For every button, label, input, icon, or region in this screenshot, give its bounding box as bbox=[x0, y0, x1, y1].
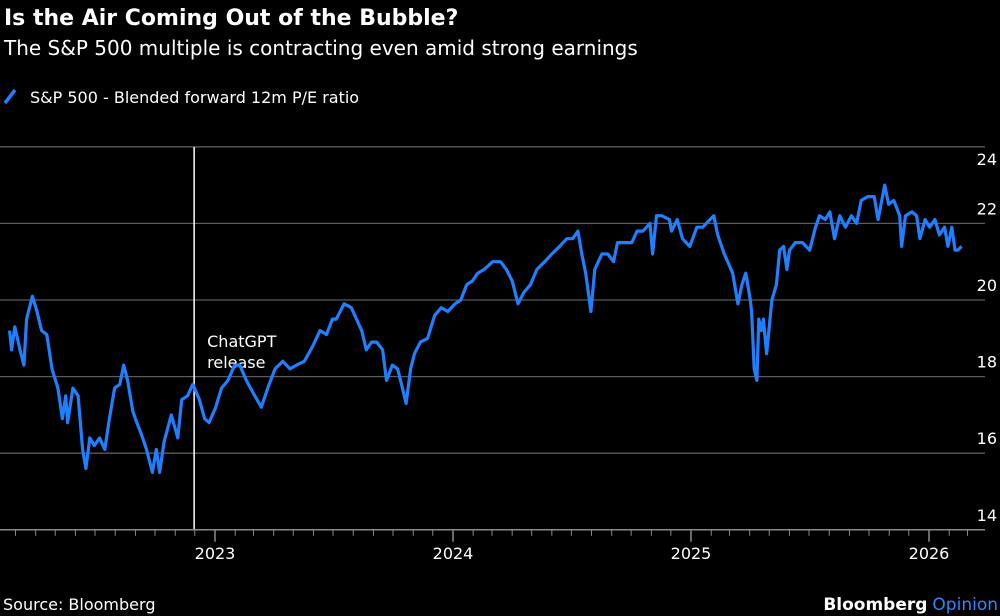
x-tick-label: 2024 bbox=[433, 544, 474, 563]
y-tick-label: 20 bbox=[977, 276, 997, 295]
legend-line-icon bbox=[3, 88, 17, 105]
annotation-label-line1: ChatGPT bbox=[207, 332, 276, 351]
chart-subtitle: The S&P 500 multiple is contracting even… bbox=[3, 36, 638, 60]
y-tick-label: 24 bbox=[977, 150, 997, 169]
legend: S&P 500 - Blended forward 12m P/E ratio bbox=[3, 88, 359, 107]
y-tick-label: 16 bbox=[977, 429, 997, 448]
x-tick-label: 2025 bbox=[671, 544, 712, 563]
gridlines bbox=[0, 146, 985, 454]
x-tick-label: 2026 bbox=[909, 544, 950, 563]
x-tick-label: 2023 bbox=[195, 544, 236, 563]
y-axis: 14 16 18 20 22 24 bbox=[977, 150, 997, 525]
brand-suffix: Opinion bbox=[932, 595, 998, 615]
bloomberg-opinion-logo: Bloomberg Opinion bbox=[823, 595, 998, 615]
y-tick-label: 18 bbox=[977, 353, 997, 372]
annotation-label-line2: release bbox=[207, 353, 265, 372]
y-tick-label: 14 bbox=[977, 506, 997, 525]
legend-label: S&P 500 - Blended forward 12m P/E ratio bbox=[30, 88, 359, 107]
x-axis: 2023 2024 2025 2026 bbox=[0, 529, 985, 563]
brand-name: Bloomberg bbox=[823, 595, 927, 615]
source-note: Source: Bloomberg bbox=[3, 595, 155, 614]
y-tick-label: 22 bbox=[977, 199, 997, 218]
chatgpt-annotation: ChatGPT release bbox=[193, 147, 277, 529]
chart-title: Is the Air Coming Out of the Bubble? bbox=[4, 6, 458, 31]
series-line-pe-ratio bbox=[8, 183, 963, 474]
